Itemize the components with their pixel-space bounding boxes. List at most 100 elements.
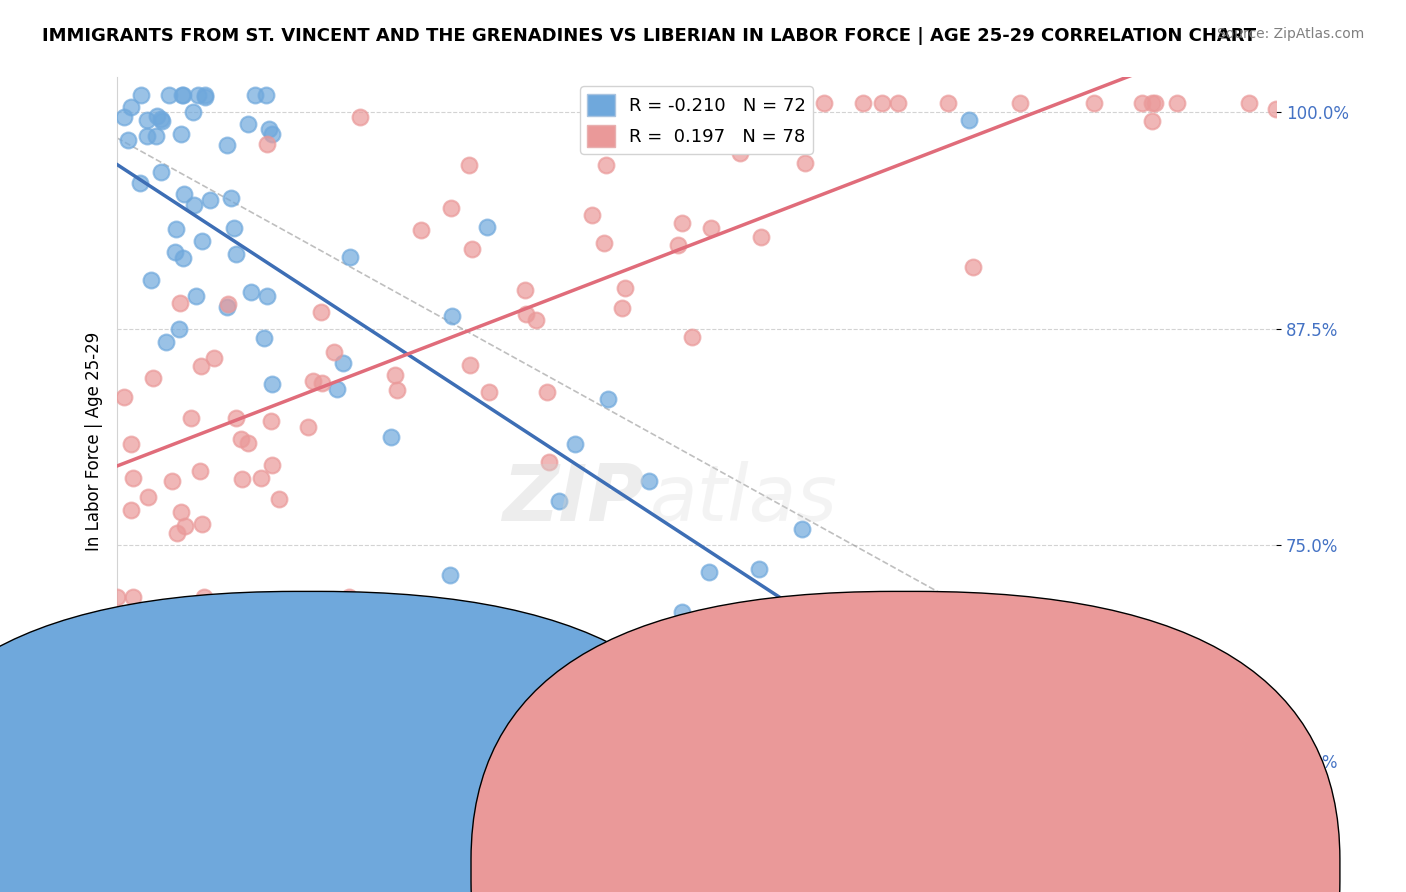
Point bbox=[184, 289, 207, 303]
Point bbox=[172, 87, 194, 102]
Point bbox=[439, 567, 461, 582]
Point bbox=[710, 632, 733, 647]
Point bbox=[170, 698, 193, 712]
Point bbox=[163, 245, 186, 260]
Point bbox=[222, 221, 245, 235]
Point bbox=[515, 307, 537, 321]
Point bbox=[231, 472, 253, 486]
Point bbox=[202, 351, 225, 365]
Point bbox=[957, 113, 980, 128]
Point bbox=[813, 96, 835, 111]
Point bbox=[380, 430, 402, 444]
Point bbox=[256, 289, 278, 303]
Text: atlas: atlas bbox=[651, 461, 838, 537]
Point bbox=[120, 101, 142, 115]
Point bbox=[1140, 113, 1163, 128]
Point bbox=[190, 359, 212, 374]
Point bbox=[524, 313, 547, 327]
Point bbox=[188, 464, 211, 478]
Point bbox=[217, 137, 239, 152]
Point bbox=[174, 519, 197, 533]
Point bbox=[387, 383, 409, 397]
Point bbox=[513, 283, 536, 297]
Point bbox=[256, 136, 278, 151]
Point bbox=[128, 176, 150, 190]
Point bbox=[942, 755, 965, 769]
Point bbox=[936, 96, 959, 111]
Point bbox=[409, 223, 432, 237]
Point bbox=[297, 420, 319, 434]
Point bbox=[990, 755, 1012, 769]
Point bbox=[366, 723, 388, 738]
Text: Immigrants from St. Vincent and the Grenadines: Immigrants from St. Vincent and the Gren… bbox=[319, 861, 721, 879]
Point bbox=[157, 87, 180, 102]
Text: IMMIGRANTS FROM ST. VINCENT AND THE GRENADINES VS LIBERIAN IN LABOR FORCE | AGE : IMMIGRANTS FROM ST. VINCENT AND THE GREN… bbox=[42, 27, 1257, 45]
Point bbox=[700, 221, 723, 235]
Point bbox=[215, 301, 238, 315]
Point bbox=[593, 235, 616, 250]
Point bbox=[166, 525, 188, 540]
Point bbox=[172, 251, 194, 265]
Point bbox=[181, 105, 204, 120]
Point bbox=[1237, 96, 1260, 111]
Point bbox=[349, 111, 371, 125]
Point bbox=[882, 755, 904, 769]
Point bbox=[1130, 96, 1153, 111]
Point bbox=[105, 590, 128, 604]
Point bbox=[225, 246, 247, 260]
Point bbox=[730, 145, 752, 160]
Point bbox=[129, 87, 152, 102]
Point bbox=[748, 562, 770, 576]
Point bbox=[170, 87, 193, 102]
Point bbox=[1140, 96, 1163, 111]
Point bbox=[222, 704, 245, 718]
Point bbox=[796, 746, 818, 760]
Point bbox=[117, 133, 139, 147]
Text: ZIP: ZIP bbox=[502, 461, 644, 537]
Point bbox=[768, 110, 790, 124]
Point bbox=[142, 371, 165, 385]
Point bbox=[598, 392, 620, 406]
Point bbox=[727, 751, 749, 765]
Point bbox=[150, 114, 173, 128]
Point bbox=[170, 127, 193, 141]
Point bbox=[581, 208, 603, 222]
Point bbox=[478, 385, 501, 400]
Point bbox=[122, 590, 145, 604]
Point bbox=[332, 357, 354, 371]
Point bbox=[537, 455, 560, 469]
Point bbox=[1000, 755, 1022, 769]
Point bbox=[193, 590, 215, 604]
Point bbox=[183, 197, 205, 211]
Point bbox=[145, 129, 167, 144]
Point bbox=[458, 358, 481, 372]
Point bbox=[139, 273, 162, 287]
Y-axis label: In Labor Force | Age 25-29: In Labor Force | Age 25-29 bbox=[86, 332, 103, 550]
Point bbox=[671, 216, 693, 230]
Point bbox=[149, 164, 172, 178]
Point bbox=[384, 368, 406, 383]
Point bbox=[150, 112, 173, 127]
Point bbox=[325, 382, 347, 396]
Point bbox=[440, 202, 463, 216]
Point bbox=[564, 437, 586, 451]
Point bbox=[697, 566, 720, 580]
Point bbox=[302, 374, 325, 388]
Point bbox=[666, 238, 689, 252]
Point bbox=[136, 112, 159, 127]
Point bbox=[245, 87, 267, 102]
Point bbox=[262, 128, 284, 142]
Point bbox=[120, 436, 142, 450]
Text: Source: ZipAtlas.com: Source: ZipAtlas.com bbox=[1216, 27, 1364, 41]
Point bbox=[254, 87, 277, 102]
Point bbox=[187, 87, 209, 102]
Point bbox=[311, 376, 333, 391]
Point bbox=[146, 109, 169, 123]
Point bbox=[250, 471, 273, 485]
Point bbox=[887, 96, 910, 111]
Point bbox=[253, 331, 276, 345]
Point bbox=[217, 297, 239, 311]
Point bbox=[267, 491, 290, 506]
Point bbox=[323, 345, 346, 359]
Point bbox=[681, 329, 703, 343]
